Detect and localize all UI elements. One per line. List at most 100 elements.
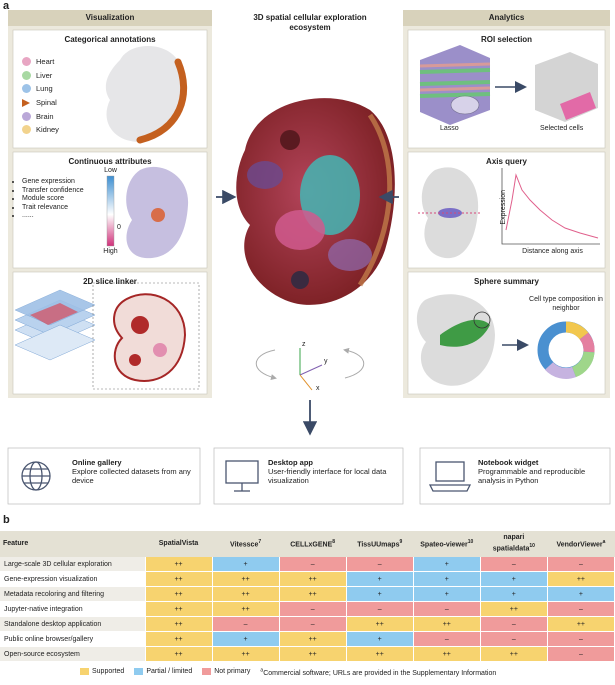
table-row: Open-source ecosystem ++ ++ ++ ++ ++ ++ – <box>0 646 615 662</box>
panel-backgrounds-part <box>8 10 212 26</box>
rotation-glyph-part <box>299 364 323 376</box>
tool-card: Desktop app User-friendly interface for l… <box>268 458 398 485</box>
column-name: napari spatialdata <box>492 534 530 553</box>
column-header: CELLxGENE8 <box>279 531 347 557</box>
feature-cell: Gene-expression visualization <box>0 571 146 587</box>
rating-cell: – <box>547 557 615 572</box>
rotation-glyph-part <box>299 374 313 391</box>
slice-linker-art-part <box>131 316 149 334</box>
column-ref: 9 <box>399 539 403 546</box>
axis-label: y <box>324 358 328 365</box>
roi-label: Lasso <box>440 125 459 132</box>
donut-caption: Cell type composition in neighbor <box>529 296 603 312</box>
table-row: Gene-expression visualization ++ ++ ++ + + + ++ <box>0 571 615 587</box>
roi-art <box>419 45 598 125</box>
rating-cell: ++ <box>413 616 481 632</box>
rating-cell: + <box>413 571 481 587</box>
rating-cell: ++ <box>480 646 548 662</box>
rating-cell: ++ <box>346 616 414 632</box>
tool-boxes-part <box>213 447 404 505</box>
attribute-item: Gene expression <box>22 178 97 187</box>
legend-swatch <box>22 84 31 94</box>
legend-item: Brain <box>22 109 92 123</box>
legend-item: Not primary <box>202 668 251 676</box>
legend-item: Supported <box>80 668 125 676</box>
column-header: VendorViewera <box>547 531 615 557</box>
section-title: Visualization <box>85 13 135 22</box>
column-header: Feature <box>0 531 145 557</box>
card-title: Axis query <box>486 157 527 166</box>
legend-swatch <box>22 98 30 107</box>
legend-swatch <box>22 111 31 121</box>
feature-cell: Public online browser/gallery <box>0 631 146 647</box>
tool-card: Online gallery Explore collected datasets… <box>72 458 197 485</box>
rating-cell: ++ <box>212 586 280 602</box>
rating-cell: – <box>413 631 481 647</box>
column-name: Spateo-viewer <box>420 541 468 549</box>
sphere-summary-art-part <box>473 311 491 329</box>
tool-title: Online gallery <box>72 458 122 467</box>
tool-icons <box>21 460 472 492</box>
column-name: SpatialVista <box>158 540 199 547</box>
center-embryo-part <box>280 130 300 150</box>
category-legend: Heart Liver Lung Spinal Brain Kidney <box>22 55 92 137</box>
legend-swatch <box>80 668 89 676</box>
rating-cell: + <box>346 586 414 602</box>
continuous-embryo <box>106 166 189 259</box>
feature-cell: Standalone desktop application <box>0 616 146 632</box>
legend-label: Lung <box>36 84 53 94</box>
categorical-embryo-part <box>136 58 188 144</box>
legend-item: Kidney <box>22 123 92 137</box>
column-name: VendorViewer <box>556 541 603 549</box>
column-ref: 10 <box>529 543 535 550</box>
center-embryo-part <box>291 271 309 289</box>
center-embryo <box>236 98 395 305</box>
slice-linker-art-part <box>92 282 200 390</box>
footnote-mark: a <box>260 668 264 674</box>
rating-cell: ++ <box>145 586 213 602</box>
rating-cell: – <box>480 616 548 632</box>
legend-item: Spinal <box>22 96 92 110</box>
legend-swatch <box>22 70 31 80</box>
rating-cell: – <box>547 646 615 662</box>
table-row: Large-scale 3D cellular exploration ++ + – –… <box>0 557 615 572</box>
table-body: Large-scale 3D cellular exploration ++ + – –… <box>0 557 615 662</box>
table-row: Public online browser/gallery ++ + ++ + – – – <box>0 631 615 647</box>
rating-cell: + <box>547 586 615 602</box>
connector-arrows <box>216 189 399 436</box>
footnote-text: Commercial software; URLs are provided i… <box>263 670 497 678</box>
axis-query-art-part <box>501 168 600 245</box>
column-name: Vitessce <box>230 541 259 549</box>
rating-cell: + <box>480 571 548 587</box>
colorbar-label: High <box>103 248 118 255</box>
slice-linker-art-part <box>129 354 141 366</box>
table-row: Metadata recoloring and filtering ++ ++ ++ +… <box>0 586 615 602</box>
column-header: Vitessce7 <box>212 531 280 557</box>
legend-label: Supported <box>92 668 125 676</box>
rating-cell: ++ <box>145 616 213 632</box>
column-ref: a <box>602 539 606 546</box>
rating-cell: ++ <box>279 571 347 587</box>
sphere-summary-art-part-part <box>565 321 589 340</box>
legend-label: Not primary <box>214 668 251 676</box>
tool-text: Explore collected datasets from any devi… <box>72 467 191 485</box>
table-row: Jupyter-native integration ++ ++ – – – ++ – <box>0 601 615 617</box>
sphere-summary-art-part-part <box>571 351 595 378</box>
card-title: Sphere summary <box>474 277 539 286</box>
rotation-glyph-part <box>255 349 277 380</box>
tool-card: Notebook widget Programmable and reproduc… <box>478 458 606 485</box>
center-title: 3D spatial cellular exploration ecosyste… <box>253 13 367 32</box>
tool-boxes <box>7 447 611 505</box>
continuous-embryo-part <box>106 175 115 247</box>
rotation-glyph-part <box>343 347 365 379</box>
categorical-embryo <box>105 46 188 144</box>
column-ref: 7 <box>258 539 262 546</box>
roi-art-part <box>419 68 491 98</box>
axis-label: z <box>302 341 306 348</box>
panel-backgrounds-part <box>403 10 610 26</box>
rating-cell: ++ <box>279 586 347 602</box>
table-legend: Supported Partial / limited Not primary aCo… <box>80 668 496 677</box>
axis-query-art <box>418 167 600 259</box>
header-row: Feature SpatialVista Vitessce7 CELLxGENE8 Ti… <box>0 531 615 557</box>
rotation-glyph <box>255 347 365 391</box>
